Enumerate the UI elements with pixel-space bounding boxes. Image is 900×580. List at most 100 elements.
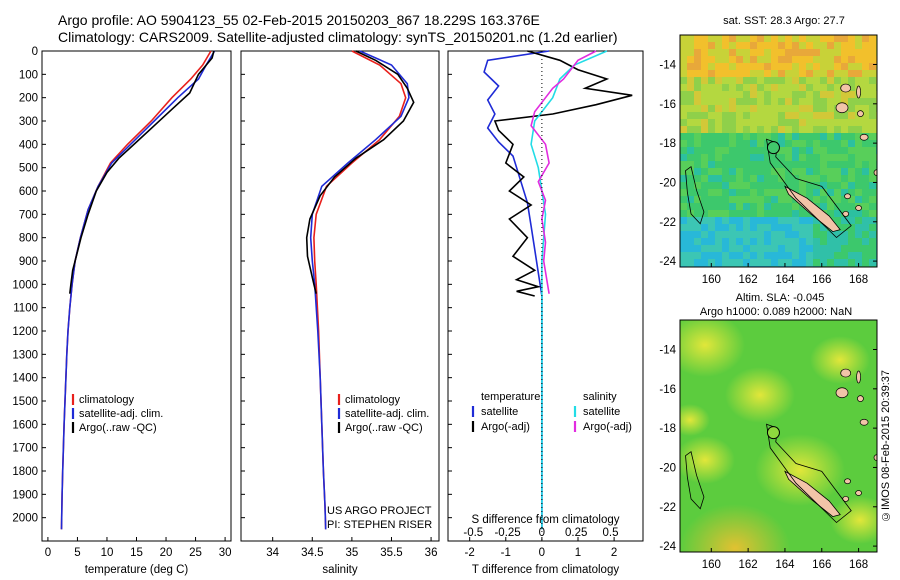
legend-header-salinity: salinity xyxy=(583,391,617,403)
sst-cell xyxy=(792,126,799,133)
x-tick-label: 5 xyxy=(74,547,80,559)
sst-cell xyxy=(834,77,841,84)
sst-cell xyxy=(820,189,827,196)
sst-cell xyxy=(785,154,792,161)
sst-cell xyxy=(792,217,799,224)
sst-cell xyxy=(785,84,792,91)
sst-cell xyxy=(771,245,778,252)
sst-cell xyxy=(834,182,841,189)
sst-cell xyxy=(757,161,764,168)
sst-cell xyxy=(806,35,813,42)
sst-cell xyxy=(778,112,785,119)
sst-cell xyxy=(715,245,722,252)
x-tick-label: 25 xyxy=(189,547,202,559)
sst-cell xyxy=(834,84,841,91)
sst-cell xyxy=(855,168,862,175)
sst-cell xyxy=(771,56,778,63)
sst-cell xyxy=(708,182,715,189)
sst-cell xyxy=(806,91,813,98)
sst-cell xyxy=(862,63,869,70)
sst-cell xyxy=(715,154,722,161)
sst-cell xyxy=(848,231,855,238)
sst-cell xyxy=(820,63,827,70)
sst-cell xyxy=(855,147,862,154)
sst-cell xyxy=(680,49,687,56)
sst-cell xyxy=(736,259,743,266)
sst-cell xyxy=(701,77,708,84)
sst-cell xyxy=(750,49,757,56)
sst-cell xyxy=(722,154,729,161)
sst-cell xyxy=(743,182,750,189)
sst-cell xyxy=(701,112,708,119)
sst-cell xyxy=(771,217,778,224)
sst-cell xyxy=(708,189,715,196)
sst-cell xyxy=(778,203,785,210)
sst-cell xyxy=(687,161,694,168)
sst-cell xyxy=(820,70,827,77)
sst-cell xyxy=(757,63,764,70)
sst-cell xyxy=(862,91,869,98)
sst-cell xyxy=(869,140,876,147)
sst-cell xyxy=(680,56,687,63)
sst-cell xyxy=(806,84,813,91)
sst-cell xyxy=(764,154,771,161)
sst-cell xyxy=(771,105,778,112)
sst-cell xyxy=(694,238,701,245)
sst-cell xyxy=(757,175,764,182)
map-y-tick-label: -20 xyxy=(659,462,676,474)
sst-cell xyxy=(708,147,715,154)
sst-cell xyxy=(827,154,834,161)
sst-cell xyxy=(708,133,715,140)
project-label: US ARGO PROJECT xyxy=(327,505,432,517)
series-s-satellite xyxy=(530,50,608,530)
sst-cell xyxy=(778,126,785,133)
sst-cell xyxy=(806,182,813,189)
sst-cell xyxy=(827,231,834,238)
sst-cell xyxy=(750,161,757,168)
sst-cell xyxy=(708,154,715,161)
sst-cell xyxy=(848,91,855,98)
sst-cell xyxy=(806,189,813,196)
sst-cell xyxy=(736,252,743,259)
sst-cell xyxy=(687,42,694,49)
sst-cell xyxy=(694,182,701,189)
sst-cell xyxy=(813,56,820,63)
sst-cell xyxy=(757,98,764,105)
sst-cell xyxy=(799,98,806,105)
sst-cell xyxy=(841,112,848,119)
sst-cell xyxy=(757,133,764,140)
sst-cell xyxy=(799,175,806,182)
sst-cell xyxy=(729,112,736,119)
sst-cell xyxy=(757,126,764,133)
sst-cell xyxy=(820,224,827,231)
sst-cell xyxy=(736,98,743,105)
sst-cell xyxy=(827,91,834,98)
sst-cell xyxy=(757,196,764,203)
sst-cell xyxy=(813,154,820,161)
series-climatology xyxy=(313,50,407,530)
legend-label: climatology xyxy=(345,394,401,406)
sst-cell xyxy=(799,245,806,252)
sst-cell xyxy=(834,238,841,245)
sst-cell xyxy=(764,70,771,77)
sst-cell xyxy=(869,175,876,182)
sst-cell xyxy=(708,42,715,49)
x-top-tick-label: 0.25 xyxy=(565,527,587,539)
sst-cell xyxy=(708,77,715,84)
sst-cell xyxy=(855,161,862,168)
sst-cell xyxy=(687,154,694,161)
sst-cell xyxy=(862,224,869,231)
sst-cell xyxy=(715,35,722,42)
sst-cell xyxy=(680,224,687,231)
sst-cell xyxy=(806,56,813,63)
sst-cell xyxy=(680,231,687,238)
island-new-caledonia xyxy=(784,470,841,518)
sst-cell xyxy=(806,175,813,182)
sst-cell xyxy=(757,56,764,63)
sst-cell xyxy=(771,42,778,49)
sst-cell xyxy=(820,196,827,203)
island-vanuatu xyxy=(857,395,864,402)
island-vanuatu xyxy=(840,83,852,93)
map-y-tick-label: -22 xyxy=(659,217,676,229)
sst-cell xyxy=(687,245,694,252)
